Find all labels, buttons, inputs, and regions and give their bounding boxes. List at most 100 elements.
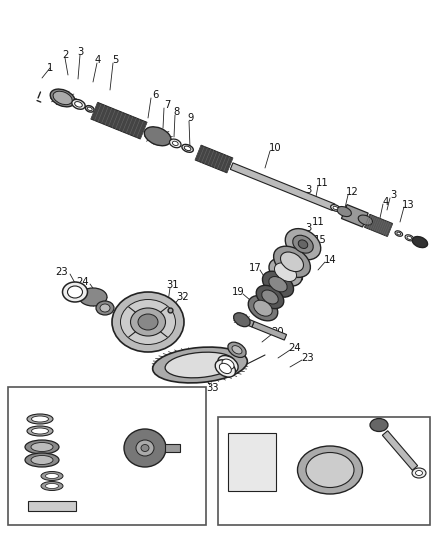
Text: 24: 24 [289, 343, 301, 353]
Ellipse shape [112, 292, 184, 352]
Ellipse shape [74, 102, 82, 107]
Ellipse shape [27, 414, 53, 424]
Ellipse shape [215, 360, 236, 377]
Text: 20: 20 [272, 327, 284, 337]
Bar [8, 387, 206, 525]
Ellipse shape [170, 139, 181, 148]
Text: 6: 6 [152, 90, 158, 100]
Ellipse shape [153, 347, 247, 383]
Text: 9: 9 [188, 113, 194, 123]
Text: 37: 37 [162, 508, 174, 518]
Ellipse shape [173, 141, 178, 146]
Ellipse shape [67, 286, 82, 298]
Ellipse shape [144, 127, 171, 146]
Ellipse shape [370, 418, 388, 432]
Ellipse shape [96, 301, 114, 315]
Text: 38: 38 [224, 418, 236, 428]
Ellipse shape [27, 426, 53, 436]
Ellipse shape [405, 235, 413, 241]
Ellipse shape [32, 428, 49, 434]
Ellipse shape [222, 359, 234, 369]
Text: 18: 18 [268, 295, 281, 305]
Ellipse shape [50, 89, 75, 107]
Ellipse shape [280, 252, 304, 272]
Ellipse shape [233, 313, 250, 327]
Ellipse shape [248, 296, 278, 321]
Ellipse shape [138, 314, 158, 330]
Text: 19: 19 [232, 287, 244, 297]
Ellipse shape [131, 308, 166, 336]
Ellipse shape [358, 215, 372, 225]
Ellipse shape [141, 445, 149, 451]
Ellipse shape [232, 345, 242, 354]
Ellipse shape [79, 288, 107, 306]
Ellipse shape [120, 300, 176, 344]
Ellipse shape [182, 144, 193, 152]
Text: 34: 34 [52, 396, 64, 406]
Ellipse shape [262, 271, 293, 297]
Ellipse shape [298, 240, 308, 248]
Ellipse shape [274, 246, 311, 277]
Text: 36: 36 [34, 508, 46, 518]
Text: 12: 12 [346, 187, 358, 197]
Ellipse shape [293, 235, 313, 253]
Text: 3: 3 [305, 223, 311, 233]
Ellipse shape [331, 205, 340, 212]
Ellipse shape [254, 300, 272, 316]
Ellipse shape [412, 468, 426, 478]
Ellipse shape [165, 352, 235, 378]
Polygon shape [252, 321, 286, 340]
Ellipse shape [63, 282, 88, 302]
Text: 14: 14 [324, 255, 336, 265]
Text: 33: 33 [207, 383, 219, 393]
Ellipse shape [53, 91, 72, 104]
Text: 4: 4 [383, 197, 389, 207]
Ellipse shape [85, 106, 94, 112]
Polygon shape [342, 205, 368, 227]
Text: 8: 8 [174, 107, 180, 117]
Ellipse shape [32, 416, 49, 422]
Text: 3: 3 [305, 185, 311, 195]
Ellipse shape [31, 442, 53, 451]
Ellipse shape [41, 472, 63, 481]
Polygon shape [243, 318, 254, 327]
Polygon shape [382, 431, 418, 470]
Text: 11: 11 [316, 178, 328, 188]
Ellipse shape [41, 481, 63, 490]
Ellipse shape [46, 483, 59, 489]
Ellipse shape [395, 231, 403, 236]
Polygon shape [364, 214, 392, 237]
Text: 5: 5 [112, 55, 118, 65]
Text: 1: 1 [47, 63, 53, 73]
Ellipse shape [228, 342, 246, 358]
Ellipse shape [31, 456, 53, 464]
Text: 32: 32 [177, 292, 189, 302]
Text: 24: 24 [77, 277, 89, 287]
Text: 15: 15 [314, 235, 326, 245]
Text: 7: 7 [164, 100, 170, 110]
Ellipse shape [46, 473, 59, 479]
Ellipse shape [285, 229, 321, 260]
Text: 2: 2 [62, 50, 68, 60]
Text: 23: 23 [302, 353, 314, 363]
Ellipse shape [262, 290, 278, 304]
Ellipse shape [136, 440, 154, 456]
Text: 3: 3 [390, 190, 396, 200]
Polygon shape [91, 102, 147, 139]
Ellipse shape [337, 206, 351, 216]
Polygon shape [165, 444, 180, 452]
Polygon shape [230, 163, 335, 211]
Text: 4: 4 [95, 55, 101, 65]
Ellipse shape [25, 440, 59, 454]
Ellipse shape [218, 356, 238, 373]
Polygon shape [195, 145, 233, 173]
Text: 13: 13 [402, 200, 414, 210]
Ellipse shape [124, 429, 166, 467]
Bar [28, 501, 76, 511]
Ellipse shape [269, 259, 302, 286]
Ellipse shape [256, 285, 284, 309]
Bar [228, 433, 276, 491]
Text: 16: 16 [292, 273, 304, 283]
Ellipse shape [100, 304, 110, 312]
Text: 35: 35 [169, 418, 181, 428]
